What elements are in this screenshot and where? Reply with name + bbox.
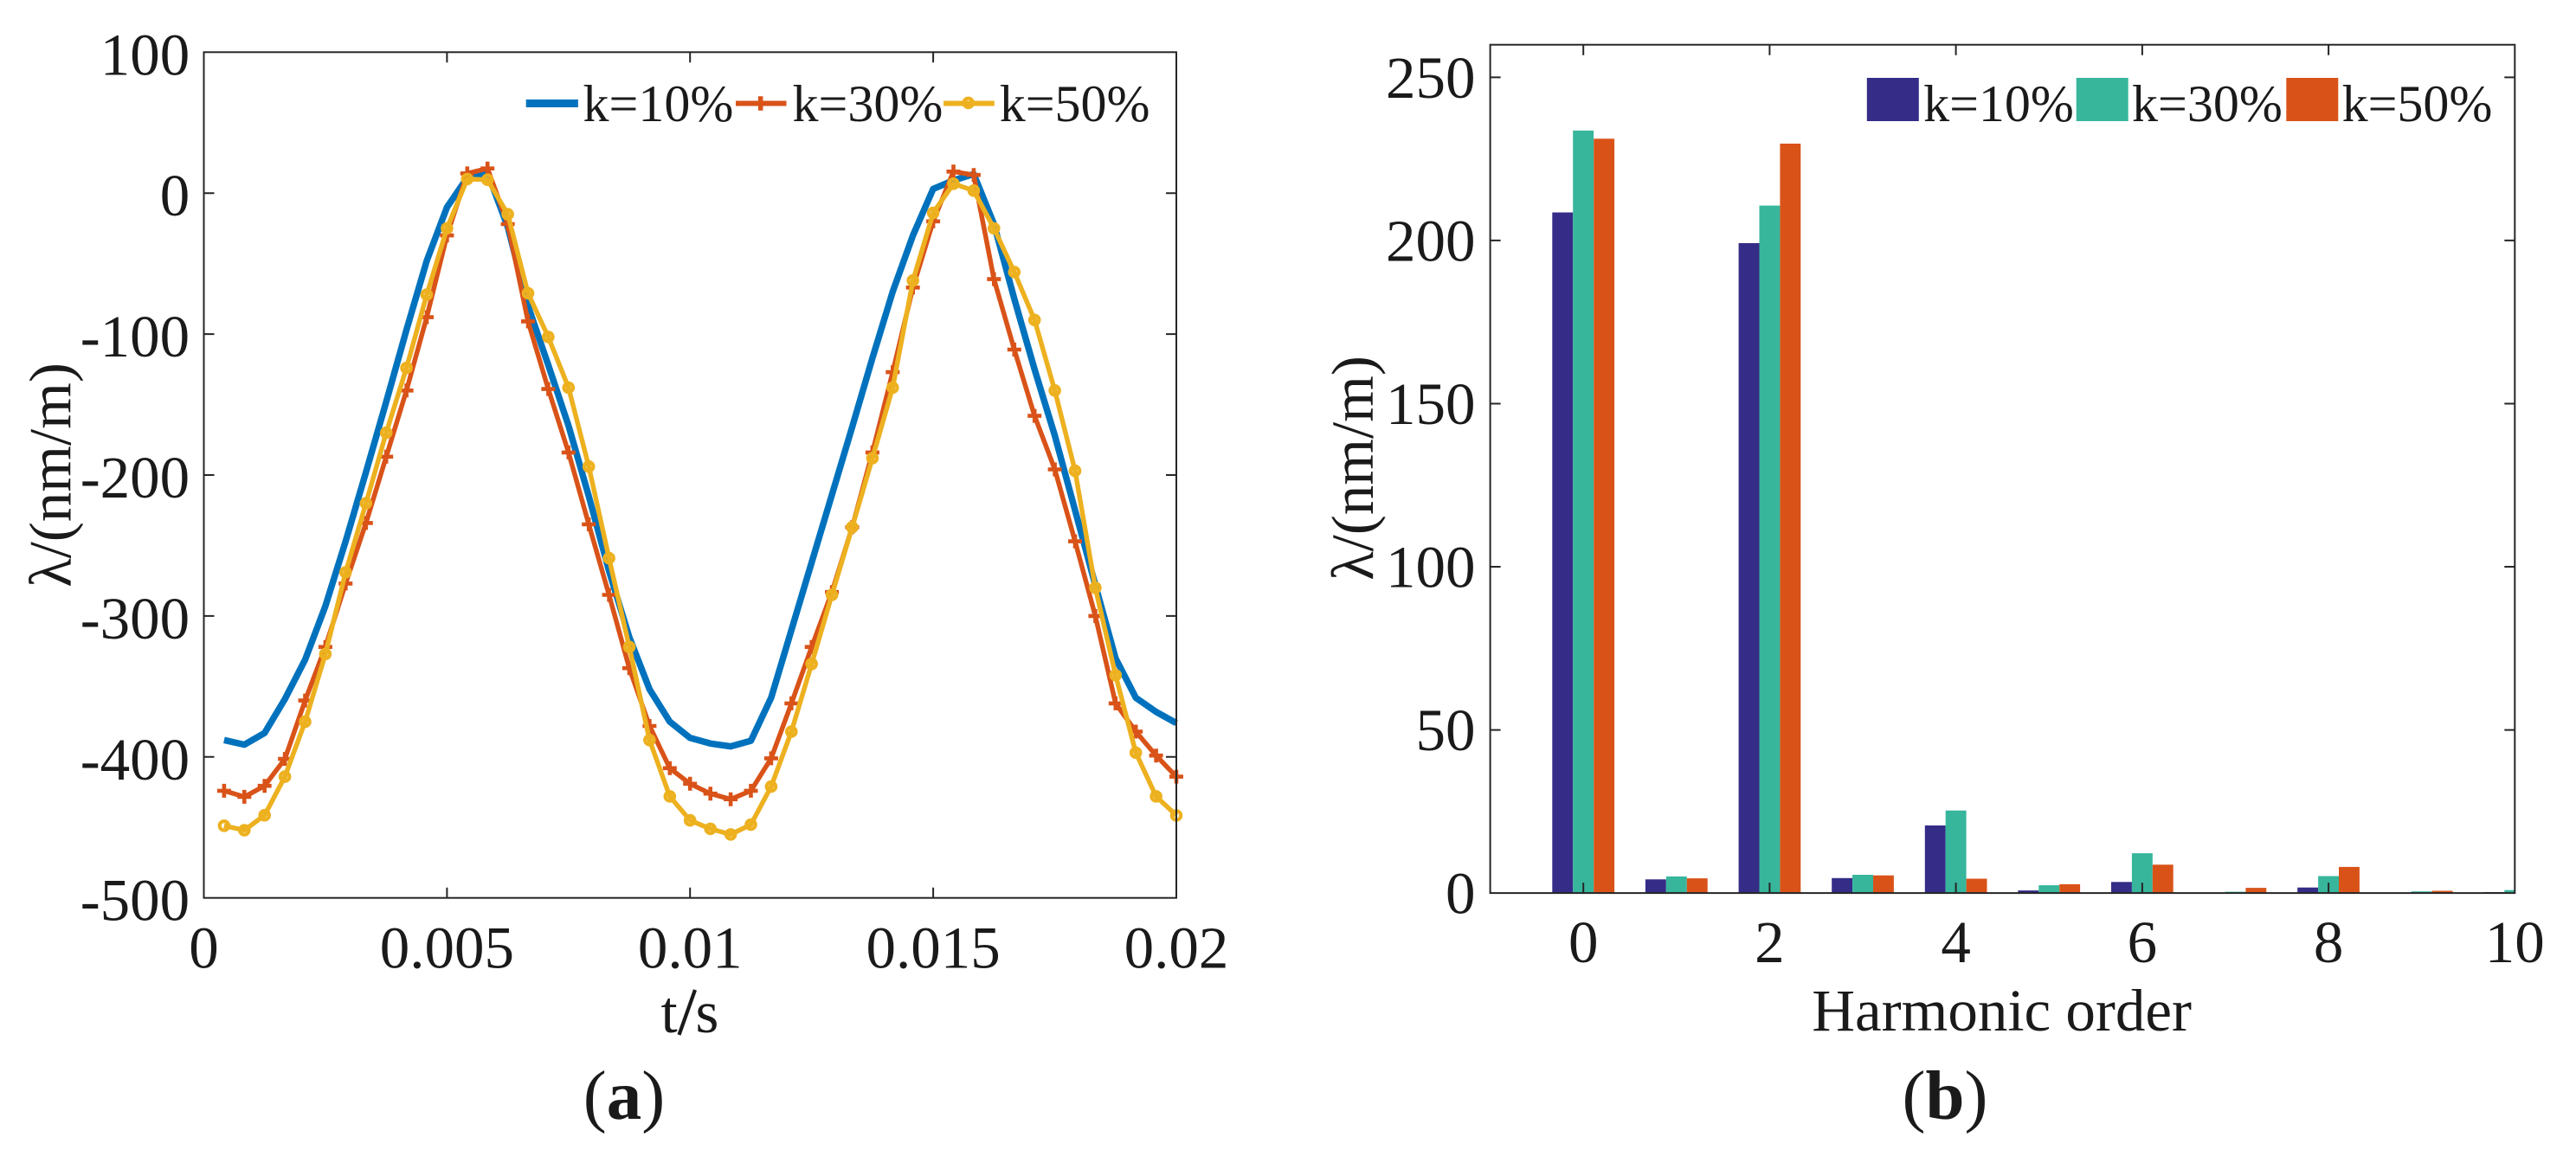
svg-text:200: 200 <box>1386 208 1476 273</box>
svg-text:k=30%: k=30% <box>793 75 943 132</box>
svg-text:k=10%: k=10% <box>1923 75 2074 132</box>
svg-text:0: 0 <box>160 163 190 228</box>
svg-text:-300: -300 <box>80 586 190 652</box>
svg-text:k=50%: k=50% <box>1000 75 1150 132</box>
svg-text:(b): (b) <box>1902 1056 1987 1134</box>
svg-text:-500: -500 <box>80 868 190 934</box>
svg-text:k=30%: k=30% <box>2132 75 2283 132</box>
svg-text:(a): (a) <box>583 1056 665 1134</box>
svg-text:0.01: 0.01 <box>638 915 743 981</box>
svg-text:0.02: 0.02 <box>1124 915 1229 981</box>
svg-text:0: 0 <box>1446 861 1476 927</box>
svg-text:0.005: 0.005 <box>380 915 514 981</box>
svg-text:-100: -100 <box>80 304 190 369</box>
svg-text:Harmonic order: Harmonic order <box>1812 978 2192 1044</box>
svg-text:150: 150 <box>1386 371 1476 437</box>
svg-text:-400: -400 <box>80 727 190 793</box>
svg-text:-200: -200 <box>80 445 190 511</box>
svg-text:0: 0 <box>1568 909 1599 975</box>
svg-text:s: s <box>696 979 719 1045</box>
svg-text:10: 10 <box>2485 909 2545 975</box>
svg-text:8: 8 <box>2314 909 2344 975</box>
svg-text:0: 0 <box>189 915 219 981</box>
svg-text:100: 100 <box>1386 535 1476 600</box>
svg-text:100: 100 <box>100 22 190 87</box>
svg-text:0.015: 0.015 <box>866 915 1000 981</box>
svg-text:250: 250 <box>1386 45 1476 111</box>
svg-text:t: t <box>661 979 678 1045</box>
svg-text:k=10%: k=10% <box>583 75 734 132</box>
svg-text:λ/(nm/m): λ/(nm/m) <box>18 363 84 588</box>
svg-text:λ/(nm/m): λ/(nm/m) <box>1320 356 1386 581</box>
svg-text:6: 6 <box>2128 909 2158 975</box>
svg-text:50: 50 <box>1416 697 1476 763</box>
svg-text:4: 4 <box>1941 909 1971 975</box>
svg-text:k=50%: k=50% <box>2342 75 2493 132</box>
svg-text:2: 2 <box>1755 909 1785 975</box>
